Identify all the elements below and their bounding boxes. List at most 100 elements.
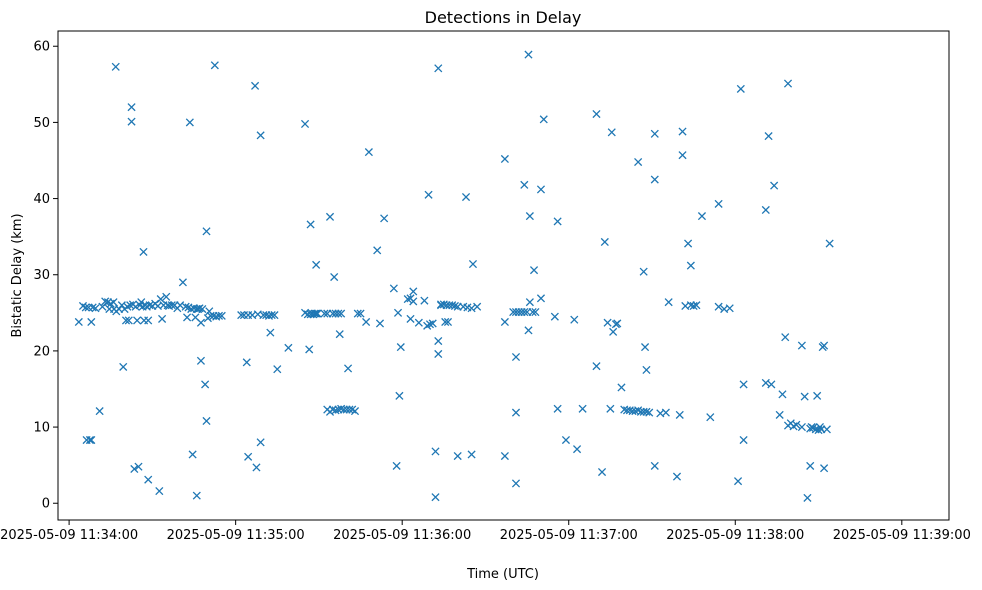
- data-point: [553, 404, 562, 413]
- data-point: [373, 246, 382, 255]
- data-point: [380, 214, 389, 223]
- data-point: [689, 301, 698, 311]
- x-tick-label: 2025-05-09 11:35:00: [167, 528, 305, 543]
- data-point: [697, 212, 707, 221]
- data-point: [139, 247, 148, 256]
- data-point: [706, 413, 715, 422]
- data-point: [266, 328, 275, 337]
- data-point: [202, 416, 211, 426]
- data-point: [561, 435, 571, 445]
- data-point: [162, 292, 171, 301]
- data-point: [609, 327, 618, 336]
- data-point: [642, 407, 651, 416]
- data-point: [803, 493, 812, 502]
- data-point: [74, 317, 83, 327]
- data-point: [396, 343, 405, 352]
- plot-frame: [57, 30, 950, 521]
- data-point: [686, 261, 695, 270]
- data-point: [461, 192, 471, 202]
- data-point: [434, 336, 443, 346]
- data-point: [536, 294, 546, 303]
- data-point: [202, 227, 211, 236]
- data-point: [393, 308, 403, 317]
- data-point: [820, 464, 829, 473]
- data-point: [434, 349, 443, 359]
- data-point: [251, 81, 260, 90]
- data-point: [300, 119, 310, 128]
- data-point: [144, 475, 153, 484]
- data-point: [617, 383, 626, 392]
- data-point: [578, 404, 587, 413]
- data-point: [310, 309, 319, 318]
- data-point: [500, 317, 509, 327]
- data-point: [344, 364, 353, 373]
- data-point: [733, 477, 743, 486]
- data-point: [210, 61, 219, 70]
- data-point: [572, 445, 582, 454]
- data-point: [792, 420, 801, 429]
- data-point: [820, 341, 829, 350]
- data-point: [425, 320, 435, 329]
- data-point: [634, 157, 643, 167]
- data-point: [539, 115, 548, 124]
- data-point: [305, 345, 314, 354]
- data-point: [87, 317, 96, 327]
- data-point: [650, 175, 659, 184]
- data-point: [524, 50, 533, 59]
- data-point: [356, 309, 365, 318]
- data-point: [420, 296, 429, 305]
- data-point: [101, 297, 110, 306]
- data-point: [661, 408, 670, 417]
- data-point: [155, 486, 164, 496]
- data-point: [453, 451, 462, 461]
- data-point: [320, 309, 329, 318]
- data-point: [133, 316, 142, 325]
- data-point: [678, 127, 687, 136]
- data-point: [450, 301, 459, 311]
- data-point: [428, 319, 437, 328]
- data-point: [529, 266, 539, 275]
- data-point: [403, 295, 412, 304]
- data-point: [375, 319, 385, 328]
- data-point: [473, 302, 482, 311]
- data-point: [252, 463, 261, 472]
- data-point: [431, 447, 440, 456]
- data-point: [736, 84, 745, 93]
- data-point: [130, 464, 139, 474]
- data-point: [91, 304, 100, 313]
- data-point: [270, 311, 279, 320]
- data-point: [109, 298, 118, 307]
- data-point: [81, 303, 90, 312]
- data-point: [88, 303, 97, 312]
- data-point: [714, 199, 723, 208]
- y-tick-label: 50: [33, 116, 50, 131]
- data-point: [597, 467, 607, 477]
- data-point: [431, 493, 440, 502]
- y-tick-label: 40: [33, 192, 50, 207]
- data-point: [389, 284, 398, 293]
- data-point: [525, 298, 534, 307]
- x-tick-label: 2025-05-09 11:38:00: [666, 528, 804, 543]
- data-point: [800, 392, 809, 401]
- data-point: [312, 260, 321, 269]
- data-point: [156, 295, 165, 304]
- data-point: [525, 212, 534, 221]
- data-point: [409, 287, 418, 296]
- data-point: [312, 309, 321, 318]
- data-point: [121, 316, 131, 325]
- data-point: [124, 316, 133, 325]
- data-point: [134, 462, 143, 471]
- data-point: [395, 391, 404, 400]
- data-point: [511, 479, 521, 488]
- data-point: [767, 380, 776, 389]
- data-point: [606, 404, 615, 413]
- x-tick-label: 2025-05-09 11:37:00: [500, 528, 638, 543]
- x-axis-ticks: 2025-05-09 11:34:00 2025-05-09 11:35:00 20…: [0, 520, 971, 543]
- data-point: [424, 190, 433, 199]
- data-point: [600, 237, 609, 247]
- data-point: [770, 181, 779, 190]
- data-point: [85, 435, 94, 445]
- data-point: [137, 298, 146, 307]
- data-point: [692, 301, 701, 310]
